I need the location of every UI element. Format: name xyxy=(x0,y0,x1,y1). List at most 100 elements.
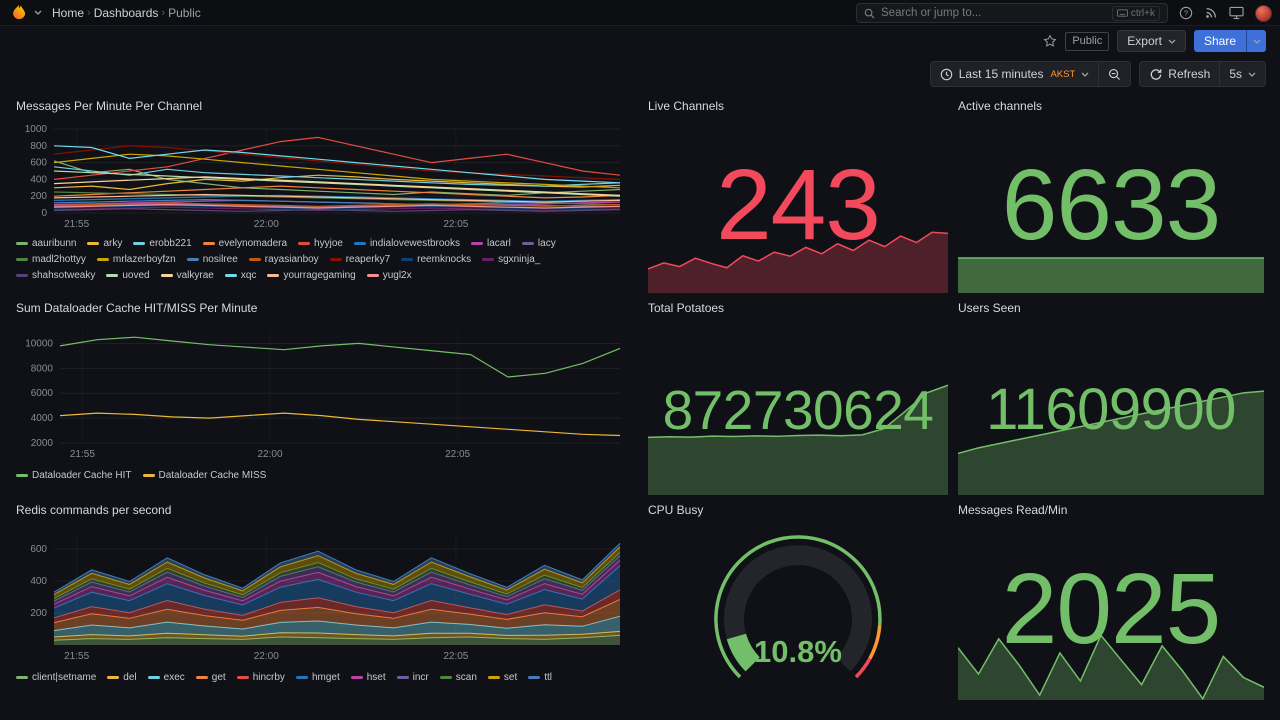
legend-item[interactable]: shahsotweaky xyxy=(16,269,95,282)
stat-value: 2025 xyxy=(1001,553,1221,665)
legend-item[interactable]: valkyrae xyxy=(160,269,214,282)
share-button[interactable]: Share xyxy=(1193,30,1246,52)
panel-users-seen: Users Seen 11609900 xyxy=(958,297,1264,495)
legend-item[interactable]: get xyxy=(195,671,226,684)
keyboard-icon xyxy=(1116,9,1128,17)
messages-timeseries-chart[interactable]: 0 200 400 600 800 1000 21:55 22:00 22:05 xyxy=(16,121,632,231)
legend-item[interactable]: reaperky7 xyxy=(329,253,391,266)
legend-label: arky xyxy=(103,238,123,249)
refresh-icon xyxy=(1150,68,1162,80)
legend-item[interactable]: del xyxy=(107,671,137,684)
public-tag: Public xyxy=(1065,31,1110,51)
legend-item[interactable]: exec xyxy=(147,671,185,684)
legend-swatch xyxy=(16,473,28,478)
user-avatar[interactable] xyxy=(1255,4,1272,22)
monitor-icon[interactable] xyxy=(1229,6,1244,20)
legend-item[interactable]: incr xyxy=(396,671,429,684)
legend-item[interactable]: madl2hottyy xyxy=(16,253,86,266)
chevron-down-icon xyxy=(1248,72,1256,77)
help-icon[interactable]: ? xyxy=(1179,6,1193,20)
legend-swatch xyxy=(528,675,541,680)
refresh-interval-picker[interactable]: 5s xyxy=(1219,61,1266,87)
breadcrumb-home[interactable]: Home xyxy=(52,5,85,20)
panel-title[interactable]: Messages Read/Min xyxy=(958,503,1068,517)
panel-redis-commands: Redis commands per second 200 400 600 21:55… xyxy=(16,499,632,700)
refresh-button[interactable]: Refresh xyxy=(1139,61,1221,87)
rss-icon[interactable] xyxy=(1204,6,1218,20)
legend-item[interactable]: indialovewestbrooks xyxy=(353,237,460,250)
legend-item[interactable]: Dataloader Cache MISS xyxy=(142,469,266,482)
legend-item[interactable]: uoved xyxy=(106,269,150,282)
legend-item[interactable]: nosilree xyxy=(186,253,238,266)
share-menu-button[interactable] xyxy=(1246,30,1266,52)
legend-item[interactable]: reemknocks xyxy=(401,253,471,266)
svg-text:21:55: 21:55 xyxy=(64,219,89,230)
panel-title[interactable]: Active channels xyxy=(958,99,1043,113)
search-input[interactable]: Search or jump to... ctrl+k xyxy=(856,3,1168,23)
legend-item[interactable]: aauribunn xyxy=(16,237,76,250)
legend-swatch xyxy=(87,241,100,246)
svg-text:?: ? xyxy=(1184,9,1188,18)
legend-item[interactable]: hset xyxy=(350,671,386,684)
legend-label: get xyxy=(211,672,226,683)
star-icon xyxy=(1043,34,1057,47)
panel-title[interactable]: Redis commands per second xyxy=(16,503,172,517)
legend-item[interactable]: arky xyxy=(87,237,122,250)
legend-item[interactable]: client|setname xyxy=(16,671,96,684)
svg-text:8000: 8000 xyxy=(31,363,54,374)
legend-item[interactable]: evelynomadera xyxy=(202,237,288,250)
legend-item[interactable]: hincrby xyxy=(236,671,285,684)
legend-item[interactable]: yugl2x xyxy=(366,269,412,282)
panel-title[interactable]: Live Channels xyxy=(648,99,725,113)
legend-item[interactable]: lacy xyxy=(521,237,556,250)
panel-title[interactable]: Messages Per Minute Per Channel xyxy=(16,99,203,113)
panel-cpu-busy: CPU Busy 10.8% xyxy=(648,499,948,700)
zoom-out-time-button[interactable] xyxy=(1098,61,1132,87)
svg-text:10000: 10000 xyxy=(25,338,53,349)
legend-label: evelynomadera xyxy=(218,238,288,249)
legend-item[interactable]: sgxninja_ xyxy=(482,253,540,266)
panel-title[interactable]: Users Seen xyxy=(958,301,1021,315)
time-range-picker[interactable]: Last 15 minutes AKST xyxy=(929,61,1100,87)
panel-title[interactable]: Sum Dataloader Cache HIT/MISS Per Minute xyxy=(16,301,258,315)
svg-text:200: 200 xyxy=(30,608,47,619)
legend-item[interactable]: set xyxy=(487,671,517,684)
legend-item[interactable]: xqc xyxy=(224,269,257,282)
legend-item[interactable]: ttl xyxy=(528,671,552,684)
legend-item[interactable]: hmget xyxy=(295,671,340,684)
legend-label: rayasianboy xyxy=(264,254,319,265)
legend-swatch xyxy=(202,241,215,246)
legend-label: yourragegaming xyxy=(283,270,356,281)
legend-item[interactable]: yourragegaming xyxy=(267,269,356,282)
legend-label: xqc xyxy=(240,270,257,281)
legend-label: reaperky7 xyxy=(345,254,391,265)
legend-label: hincrby xyxy=(252,672,285,683)
panel-title[interactable]: Total Potatoes xyxy=(648,301,725,315)
legend-item[interactable]: Dataloader Cache HIT xyxy=(16,469,132,482)
legend-item[interactable]: erobb221 xyxy=(133,237,192,250)
legend-label: incr xyxy=(412,672,429,683)
redis-stacked-area-chart[interactable]: 200 400 600 21:55 22:00 22:05 xyxy=(16,525,632,663)
search-shortcut: ctrl+k xyxy=(1111,5,1160,21)
legend-item[interactable]: lacarl xyxy=(471,237,511,250)
legend-swatch xyxy=(147,675,160,680)
panel-active-channels: Active channels 6633 xyxy=(958,95,1264,293)
legend-item[interactable]: mrlazerboyfzn xyxy=(96,253,176,266)
star-button[interactable] xyxy=(1043,34,1057,48)
export-button[interactable]: Export xyxy=(1117,30,1186,52)
nav-menu-chevron-icon[interactable] xyxy=(34,10,42,15)
legend-swatch xyxy=(236,675,249,680)
dataloader-timeseries-chart[interactable]: 2000 4000 6000 8000 10000 21:55 22:00 22:05 xyxy=(16,323,632,461)
legend-item[interactable]: scan xyxy=(439,671,477,684)
grafana-logo-icon[interactable] xyxy=(10,4,28,22)
legend-item[interactable]: rayasianboy xyxy=(248,253,319,266)
legend-item[interactable]: hyyjoe xyxy=(298,237,343,250)
messages-read-sparkline xyxy=(958,634,1264,700)
time-picker-group: Last 15 minutes AKST xyxy=(929,61,1132,87)
legend-label: nosilree xyxy=(202,254,238,265)
search-placeholder: Search or jump to... xyxy=(881,7,982,19)
panel-title[interactable]: CPU Busy xyxy=(648,503,704,517)
panel-total-potatoes: Total Potatoes 872730624 xyxy=(648,297,948,495)
breadcrumb-dashboards[interactable]: Dashboards xyxy=(93,5,159,20)
legend-label: lacy xyxy=(537,238,556,249)
